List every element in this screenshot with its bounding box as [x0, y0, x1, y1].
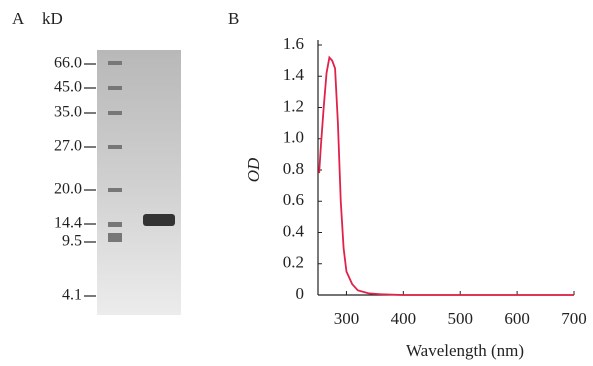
marker-label: 20.0	[54, 181, 82, 198]
unit-label: kD	[42, 9, 63, 28]
marker-label: 4.1	[62, 287, 82, 304]
marker-label: 45.0	[54, 79, 82, 96]
y-tick-label: 0.6	[283, 190, 304, 209]
y-tick-label: 0.4	[283, 221, 305, 240]
y-tick-label: 0	[296, 284, 305, 303]
gel	[97, 50, 181, 315]
figure: A kD 66.0 45.0 35.0 27.0 20.0 14.4 9.5 4…	[0, 0, 593, 366]
y-tick-label: 0.8	[283, 159, 304, 178]
marker-label: 66.0	[54, 55, 82, 72]
y-tick-label: 1.6	[283, 34, 304, 53]
marker-label: 14.4	[54, 215, 82, 232]
y-tick-label: 1.4	[283, 65, 305, 84]
data-line	[319, 58, 574, 296]
marker-label: 9.5	[62, 233, 82, 250]
y-tick-label: 1.0	[283, 128, 304, 147]
panel-b-label: B	[228, 9, 239, 28]
protein-band	[143, 214, 175, 226]
x-axis-label: Wavelength (nm)	[406, 341, 524, 360]
x-tick-label: 300	[334, 309, 360, 328]
y-tick-label: 1.2	[283, 96, 304, 115]
panel-a-label: A	[12, 9, 25, 28]
x-tick-label: 600	[504, 309, 530, 328]
y-tick-label: 0.2	[283, 253, 304, 272]
marker-label: 27.0	[54, 138, 82, 155]
x-tick-label: 700	[561, 309, 587, 328]
marker-label: 35.0	[54, 104, 82, 121]
marker-labels: 66.0 45.0 35.0 27.0 20.0 14.4 9.5 4.1	[54, 55, 96, 304]
x-tick-label: 500	[447, 309, 473, 328]
y-axis-label: OD	[244, 157, 263, 182]
x-tick-label: 400	[391, 309, 417, 328]
